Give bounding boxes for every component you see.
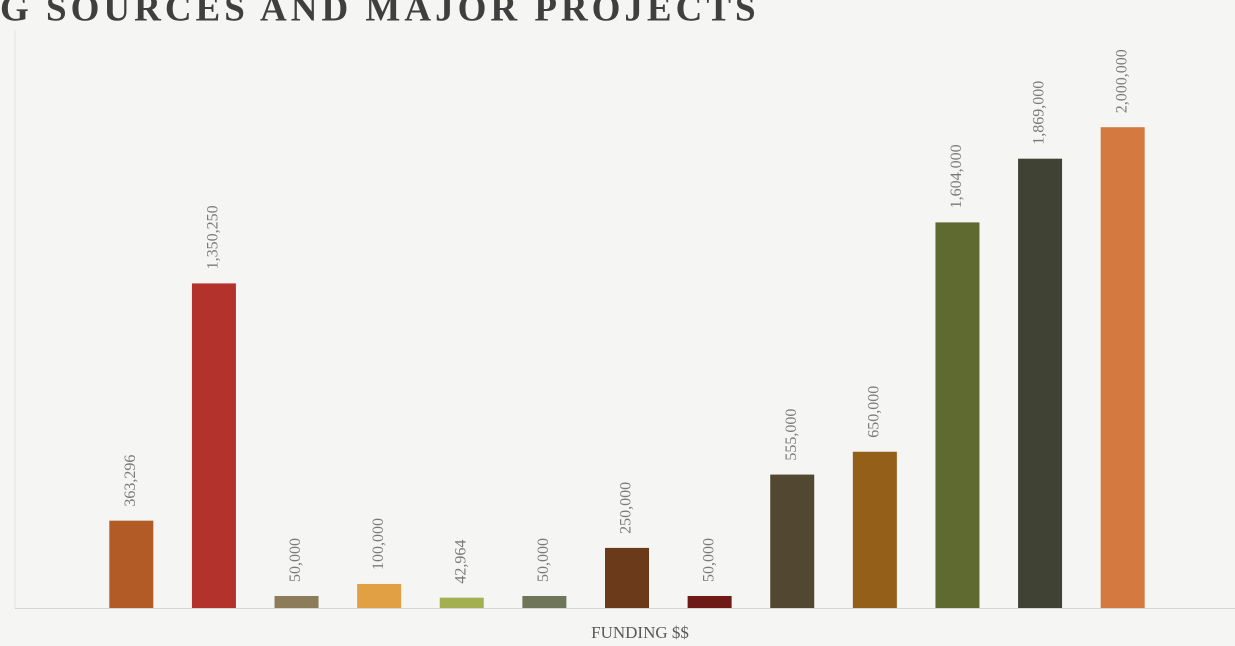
bar [191,283,236,608]
value-label: 50,000 [287,538,304,582]
value-label: 50,000 [535,538,552,582]
bar [439,597,484,608]
value-label: 650,000 [866,386,883,438]
bar [522,595,567,608]
bar [852,451,897,608]
bar [274,595,319,608]
bar [770,474,815,608]
value-label: 1,604,000 [948,144,965,208]
value-label: 250,000 [618,482,635,534]
x-axis-label: FUNDING $$ [591,623,689,642]
value-label: 1,869,000 [1031,81,1048,145]
value-label: 42,964 [452,540,469,584]
value-label: 1,350,250 [205,205,222,269]
bar [687,595,732,608]
value-label: 2,000,000 [1113,49,1130,113]
bar [109,520,154,608]
bar [1018,158,1063,609]
bar [605,547,649,608]
bar [1100,127,1145,608]
value-label: 50,000 [700,538,717,582]
value-label: 363,296 [122,455,139,507]
value-label: 100,000 [370,518,387,570]
chart-title: G SOURCES AND MAJOR PROJECTS [0,0,760,29]
bar [357,583,402,608]
bar [935,222,980,608]
value-label: 555,000 [783,409,800,461]
